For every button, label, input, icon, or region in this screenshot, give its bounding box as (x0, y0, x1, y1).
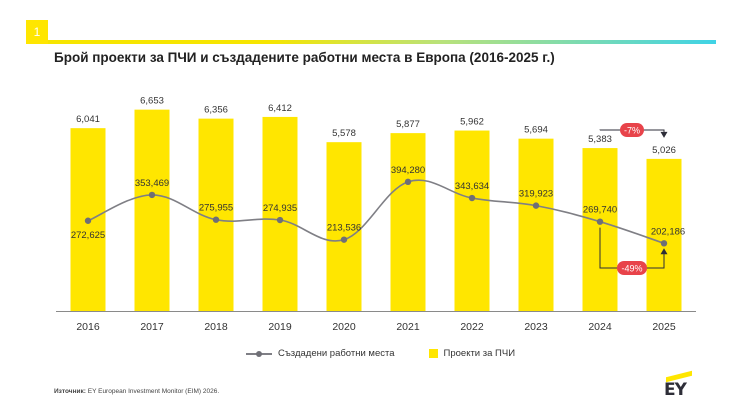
jobs-label-2017: 353,469 (135, 178, 169, 189)
bar-label-2022: 5,962 (460, 117, 484, 128)
bar-2017 (134, 109, 170, 311)
chart-title: Брой проекти за ПЧИ и създадените работн… (54, 50, 555, 65)
bar-2019 (262, 116, 298, 311)
jobs-label-2018: 275,955 (199, 203, 233, 214)
jobs-change-arrowhead (660, 248, 668, 255)
jobs-label-2023: 319,923 (519, 189, 553, 200)
legend-item-projects: Проекти за ПЧИ (428, 348, 516, 359)
bars-change-badge (620, 123, 644, 137)
jobs-point-2020 (340, 236, 348, 243)
legend-bar-swatch (428, 349, 438, 358)
bar-label-2021: 5,877 (396, 119, 420, 130)
bar-label-2019: 6,412 (268, 103, 292, 114)
jobs-label-2021: 394,280 (391, 165, 425, 176)
jobs-point-2023 (532, 202, 540, 209)
source-prefix: Източник: (54, 388, 86, 395)
bar-2022 (454, 130, 490, 311)
jobs-point-2019 (276, 216, 284, 224)
legend-line-swatch (246, 349, 272, 359)
legend-item-jobs: Създадени работни места (246, 348, 395, 359)
ey-logo: EY (664, 370, 694, 400)
bar-label-2023: 5,694 (524, 125, 548, 136)
x-tick-label-2019: 2019 (268, 321, 292, 333)
bar-label-2018: 6,356 (204, 105, 228, 116)
bar-label-2016: 6,041 (76, 114, 100, 125)
source-text: EY European Investment Monitor (EIM) 202… (85, 388, 220, 395)
jobs-point-2016 (84, 217, 92, 224)
bar-label-2024: 5,383 (588, 134, 612, 145)
bar-label-2020: 5,578 (332, 128, 356, 139)
logo-text: EY (664, 380, 687, 400)
jobs-point-2018 (212, 216, 220, 223)
jobs-label-2020: 213,536 (327, 223, 361, 234)
x-tick-label-2018: 2018 (204, 321, 228, 333)
bar-label-2017: 6,653 (140, 96, 164, 107)
x-tick-label-2023: 2023 (524, 321, 548, 333)
jobs-line (87, 179, 665, 245)
jobs-point-2025 (660, 240, 668, 247)
jobs-point-2022 (468, 194, 476, 202)
jobs-label-2025: 202,186 (651, 226, 685, 237)
page-number: 1 (26, 20, 48, 44)
x-tick-label-2022: 2022 (460, 321, 484, 333)
x-tick-label-2020: 2020 (332, 321, 356, 333)
bar-2018 (198, 118, 234, 312)
legend-label-jobs: Създадени работни места (278, 348, 395, 359)
bar-2020 (326, 142, 362, 311)
jobs-label-2016: 272,625 (71, 230, 105, 241)
jobs-point-2017 (148, 191, 156, 199)
bar-label-2025: 5,026 (652, 145, 676, 156)
bars-change-arrowhead (660, 131, 668, 138)
x-tick-label-2024: 2024 (588, 321, 612, 333)
bar-2025 (646, 158, 682, 311)
bar-2021 (390, 133, 426, 311)
jobs-label-2019: 274,935 (263, 203, 297, 214)
chart-legend: Създадени работни места Проекти за ПЧИ (246, 348, 549, 359)
jobs-change-badge (617, 261, 647, 275)
jobs-change-badge-text: -49% (621, 264, 642, 274)
jobs-label-2024: 269,740 (583, 205, 617, 216)
source-note: Източник: EY European Investment Monitor… (54, 388, 219, 395)
x-tick-label-2021: 2021 (396, 321, 420, 333)
header-gradient-bar (26, 40, 716, 44)
x-tick-label-2017: 2017 (140, 321, 164, 333)
bar-2023 (518, 138, 554, 311)
x-tick-label-2025: 2025 (652, 321, 676, 333)
jobs-point-2021 (404, 178, 412, 186)
jobs-label-2022: 343,634 (455, 181, 489, 192)
x-tick-label-2016: 2016 (76, 321, 100, 333)
legend-label-projects: Проекти за ПЧИ (443, 348, 516, 359)
jobs-point-2024 (596, 218, 604, 225)
bars-change-badge-text: -7% (624, 126, 640, 136)
